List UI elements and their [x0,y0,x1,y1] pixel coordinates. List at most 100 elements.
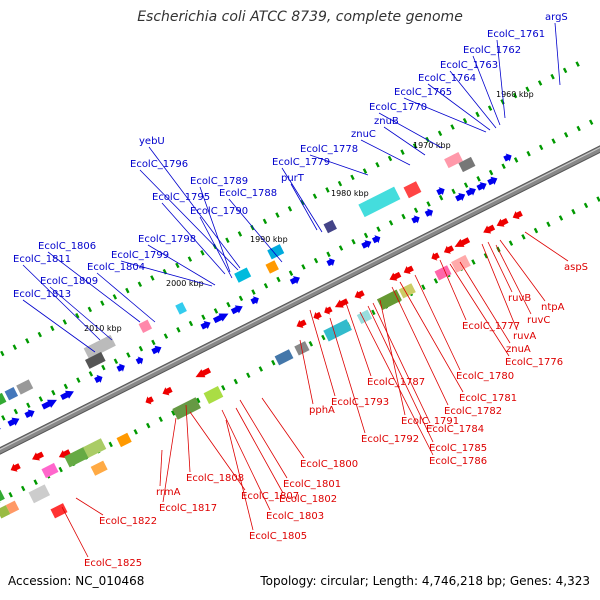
scale-tick [150,275,155,281]
forward-gene-6 [116,363,125,372]
reverse-gene-label: ruvB [508,293,531,304]
reverse-label-leader [235,407,284,494]
scale-tick [250,224,255,231]
reverse-label-leader [61,506,89,558]
reverse-label-leader [239,399,288,479]
scale-tick [326,251,331,258]
scale-tick [288,270,294,276]
scale-tick [421,284,426,290]
scale-tick [476,176,481,182]
reverse-label-leader [481,243,518,331]
forward-gene-4 [60,390,74,401]
forward-label-leader [199,186,231,273]
kbp-scale-label: 1990 kbp [250,235,288,244]
scale-tick [113,358,119,365]
reverse-gene-label: ruvC [527,315,550,326]
scale-tick [538,144,544,151]
forward-label-leader [290,183,318,231]
forward-label-leader [496,39,506,119]
forward-label-leader [449,70,497,129]
forward-gene-label: EcolC_1796 [130,159,188,170]
forward-gene-18 [424,208,434,217]
forward-gene-21 [476,182,487,191]
feature-block-20 [172,397,201,420]
reverse-label-leader [159,449,163,487]
reverse-gene-11 [403,265,414,275]
forward-label-leader [403,97,487,133]
forward-gene-label: argS [545,12,568,23]
scale-tick [375,161,380,168]
forward-gene-9 [200,321,211,330]
forward-gene-7 [135,356,144,365]
feature-block-32 [28,484,51,504]
scale-tick [275,212,280,218]
reverse-gene-label: EcolC_1784 [426,424,484,435]
forward-label-leader [360,139,411,166]
forward-label-leader [554,22,561,86]
reverse-gene-label: EcolC_1776 [505,357,563,368]
scale-tick [575,61,580,67]
feature-block-7 [175,302,187,315]
forward-label-leader [378,112,443,149]
reverse-gene-label: pphA [309,405,335,416]
scale-tick [1,415,6,421]
scale-tick [588,119,594,125]
scale-tick [500,99,505,105]
scale-tick [237,231,243,237]
reverse-gene-9 [354,290,365,299]
scale-tick [75,312,80,319]
scale-tick [8,492,13,498]
reverse-gene-label: EcolC_1825 [84,558,142,569]
reverse-gene-18 [58,449,71,459]
reverse-label-leader [391,286,449,406]
scale-tick [301,264,306,270]
forward-label-leader [228,198,283,263]
reverse-label-leader [344,299,372,377]
backbone [0,146,600,454]
scale-tick [558,215,564,221]
scale-tick [225,237,230,244]
reverse-label-leader [399,281,464,393]
topology-text: Topology: circular; Length: 4,746,218 bp… [260,574,590,588]
reverse-gene-6 [313,311,322,320]
forward-gene-10 [212,313,229,324]
forward-label-leader [148,146,241,269]
scale-tick [521,234,526,240]
forward-gene-23 [436,187,445,196]
scale-tick [412,143,418,149]
scale-tick [508,240,514,246]
forward-gene-14 [326,258,335,267]
scale-tick [487,105,493,111]
reverse-label-leader [185,404,191,473]
scale-tick [526,150,531,157]
reverse-gene-label: EcolC_1791 [401,416,459,427]
forward-gene-label: EcolC_1798 [138,234,196,245]
feature-block-8 [234,267,252,283]
scale-tick [576,125,581,132]
scale-tick [246,372,251,379]
scale-tick [263,282,269,289]
forward-gene-15 [361,240,372,249]
forward-label-leader [49,286,113,341]
scale-tick [462,117,468,124]
scale-tick [413,207,419,214]
scale-tick [233,378,238,385]
scale-tick [571,208,576,215]
feature-block-28 [434,265,452,281]
reverse-gene-14 [454,237,471,247]
forward-label-leader [22,299,96,353]
forward-gene-22 [487,176,498,186]
forward-gene-11 [230,305,243,315]
scale-tick [138,345,144,352]
scale-tick [251,289,256,295]
reverse-label-leader [225,419,254,531]
forward-label-leader [472,55,501,126]
scale-tick [238,295,244,302]
feature-block-15 [458,156,476,173]
backbone-highlight [0,147,600,450]
forward-gene-label: EcolC_1806 [38,241,96,252]
forward-gene-19 [455,192,466,202]
forward-gene-label: EcolC_1761 [487,29,545,40]
feature-block-13 [403,181,422,199]
